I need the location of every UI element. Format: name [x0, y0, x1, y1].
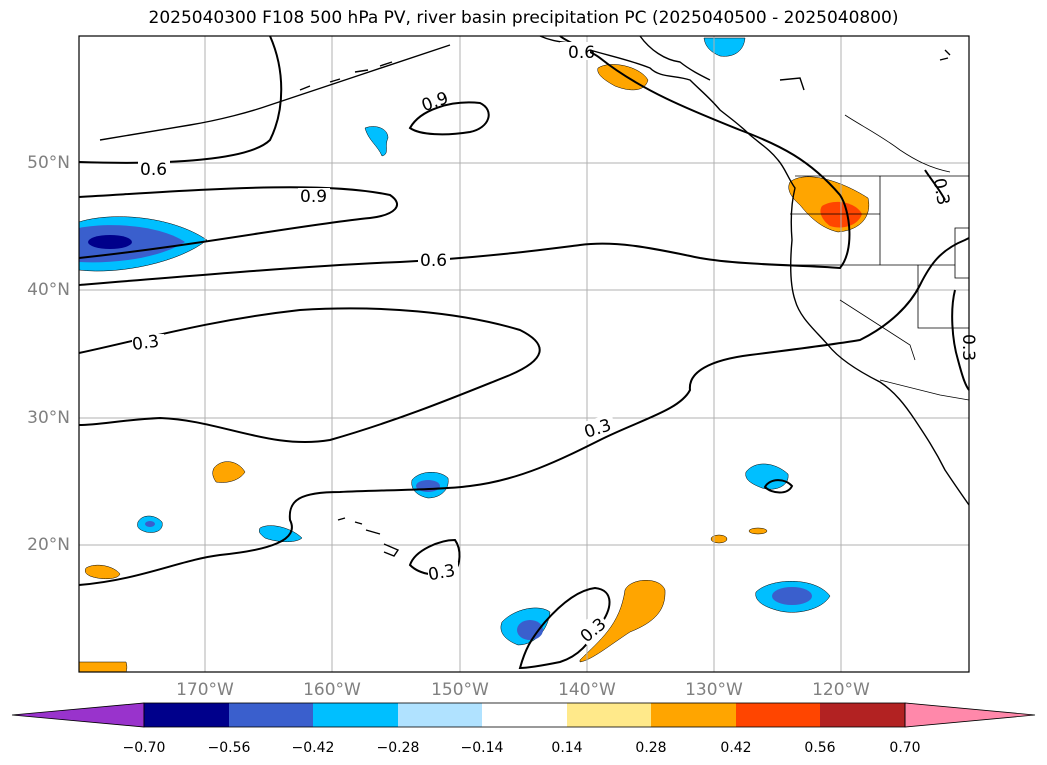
lat-label: 20°N [27, 535, 70, 555]
lon-label: 150°W [431, 680, 489, 700]
colorbar-tick-label: −0.70 [122, 740, 166, 756]
colorbar-segment [820, 703, 905, 727]
lat-label: 40°N [27, 280, 70, 300]
contour-label: 0.3 [958, 334, 978, 361]
contour-label: 0.3 [427, 561, 457, 585]
map-frame [78, 35, 970, 673]
colorbar-tick-label: 0.28 [635, 740, 667, 756]
map-title: 2025040300 F108 500 hPa PV, river basin … [148, 8, 899, 28]
lon-label: 170°W [176, 680, 234, 700]
pos-anomaly-1 [597, 64, 649, 91]
coastlines [99, 35, 970, 557]
contour-label: 0.3 [929, 177, 953, 207]
contour-label: 0.6 [568, 43, 595, 63]
precip-anomaly-fields [78, 37, 870, 673]
colorbar-segment [567, 703, 651, 727]
colorbar-segment [229, 703, 313, 727]
colorbar-tick-label: 0.56 [804, 740, 836, 756]
colorbar [11, 702, 1036, 728]
colorbar-segment [651, 703, 736, 727]
colorbar-segment [144, 703, 229, 727]
neg-anomaly-1 [364, 126, 389, 157]
lon-label: 140°W [558, 680, 616, 700]
colorbar-segment [313, 703, 398, 727]
colorbar-segment [736, 703, 820, 727]
pos-anomaly-4 [84, 564, 121, 579]
political-borders [790, 114, 970, 401]
colorbar-extend-low [11, 702, 145, 728]
colorbar-tick-label: 0.14 [551, 740, 583, 756]
colorbar-segment [482, 703, 567, 727]
lon-label: 130°W [685, 680, 743, 700]
pos-anomaly-6 [78, 661, 128, 673]
colorbar-tick-label: −0.28 [376, 740, 420, 756]
contour-label: 0.9 [300, 187, 327, 207]
contour-label: 0.6 [140, 160, 167, 180]
colorbar-tick-label: −0.14 [460, 740, 504, 756]
gridlines [79, 36, 969, 672]
lon-label: 120°W [812, 680, 870, 700]
neg-anomaly-5 [258, 525, 303, 542]
pos-anomaly-3 [212, 461, 246, 483]
pos-anomaly-5 [579, 580, 666, 663]
map-background [79, 36, 969, 672]
lat-label: 50°N [27, 153, 70, 173]
colorbar-segment [398, 703, 482, 727]
contour-label: 0.6 [420, 251, 447, 271]
neg-anomaly-6 [745, 463, 789, 490]
colorbar-tick-label: −0.42 [291, 740, 335, 756]
lon-label: 160°W [303, 680, 361, 700]
contour-label: 0.3 [131, 332, 161, 356]
colorbar-tick-label: −0.56 [207, 740, 251, 756]
colorbar-extend-high [904, 702, 1036, 728]
colorbar-tick-label: 0.42 [720, 740, 752, 756]
lat-label: 30°N [27, 408, 70, 428]
pv-contours [78, 35, 970, 670]
colorbar-tick-label: 0.70 [889, 740, 921, 756]
